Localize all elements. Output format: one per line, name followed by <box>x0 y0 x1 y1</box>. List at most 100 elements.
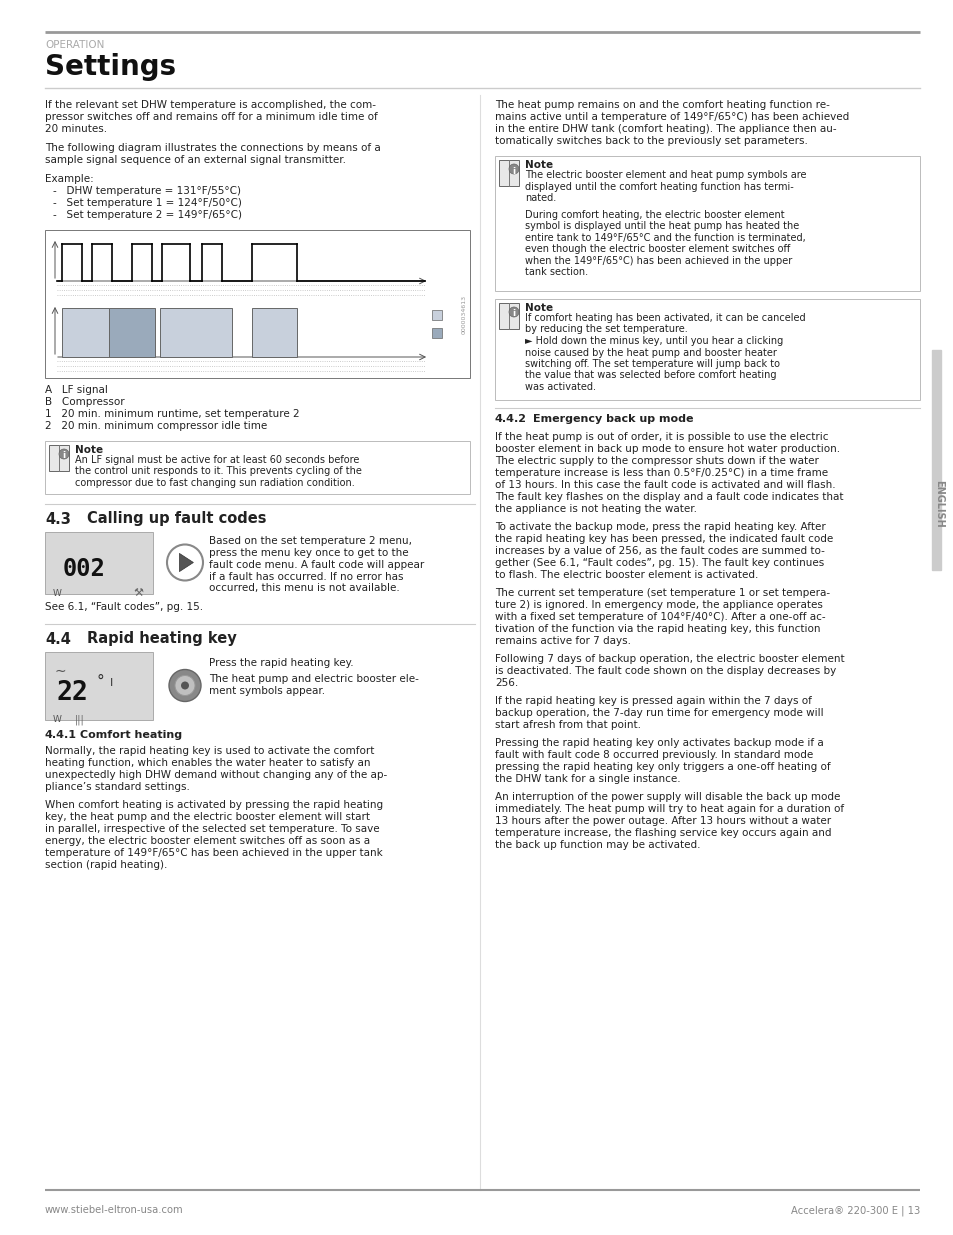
Text: the back up function may be activated.: the back up function may be activated. <box>495 840 700 850</box>
Text: 256.: 256. <box>495 678 517 688</box>
Text: the rapid heating key has been pressed, the indicated fault code: the rapid heating key has been pressed, … <box>495 534 832 543</box>
Text: mains active until a temperature of 149°F/65°C) has been achieved: mains active until a temperature of 149°… <box>495 112 848 122</box>
Text: by reducing the set temperature.: by reducing the set temperature. <box>524 325 687 335</box>
Text: www.stiebel-eltron-usa.com: www.stiebel-eltron-usa.com <box>45 1205 183 1215</box>
Text: in parallel, irrespective of the selected set temperature. To save: in parallel, irrespective of the selecte… <box>45 824 379 834</box>
Text: energy, the electric booster element switches off as soon as a: energy, the electric booster element swi… <box>45 836 370 846</box>
Text: occurred, this menu is not available.: occurred, this menu is not available. <box>209 583 399 594</box>
Text: |||: ||| <box>75 715 85 725</box>
Text: unexpectedly high DHW demand without changing any of the ap-: unexpectedly high DHW demand without cha… <box>45 769 387 779</box>
Text: of 13 hours. In this case the fault code is activated and will flash.: of 13 hours. In this case the fault code… <box>495 479 835 489</box>
Text: with a fixed set temperature of 104°F/40°C). After a one-off ac-: with a fixed set temperature of 104°F/40… <box>495 611 824 621</box>
Text: Normally, the rapid heating key is used to activate the comfort: Normally, the rapid heating key is used … <box>45 746 374 756</box>
Text: pressing the rapid heating key only triggers a one-off heating of: pressing the rapid heating key only trig… <box>495 762 830 772</box>
Text: An interruption of the power supply will disable the back up mode: An interruption of the power supply will… <box>495 792 840 802</box>
Text: start afresh from that point.: start afresh from that point. <box>495 720 640 730</box>
Text: Comfort heating: Comfort heating <box>80 730 182 740</box>
Text: ► Hold down the minus key, until you hear a clicking: ► Hold down the minus key, until you hea… <box>524 336 782 346</box>
Text: 002: 002 <box>63 557 106 582</box>
Text: ∼: ∼ <box>55 663 67 678</box>
Circle shape <box>174 676 194 695</box>
Text: was activated.: was activated. <box>524 382 596 391</box>
Text: If comfort heating has been activated, it can be canceled: If comfort heating has been activated, i… <box>524 312 804 324</box>
Text: displayed until the comfort heating function has termi-: displayed until the comfort heating func… <box>524 182 793 191</box>
Text: in the entire DHW tank (comfort heating). The appliance then au-: in the entire DHW tank (comfort heating)… <box>495 124 836 135</box>
Text: 13 hours after the power outage. After 13 hours without a water: 13 hours after the power outage. After 1… <box>495 815 830 825</box>
Text: Emergency back up mode: Emergency back up mode <box>533 415 693 425</box>
Text: If the heat pump is out of order, it is possible to use the electric: If the heat pump is out of order, it is … <box>495 431 827 441</box>
Text: is deactivated. The fault code shown on the display decreases by: is deactivated. The fault code shown on … <box>495 666 836 676</box>
Text: B   Compressor: B Compressor <box>45 396 125 408</box>
Text: -   Set temperature 2 = 149°F/65°C): - Set temperature 2 = 149°F/65°C) <box>53 210 242 220</box>
Bar <box>498 161 518 186</box>
Text: switching off. The set temperature will jump back to: switching off. The set temperature will … <box>524 359 780 369</box>
Text: The electric booster element and heat pump symbols are: The electric booster element and heat pu… <box>524 170 805 180</box>
Text: temperature of 149°F/65°C has been achieved in the upper tank: temperature of 149°F/65°C has been achie… <box>45 847 382 857</box>
Text: if a fault has occurred. If no error has: if a fault has occurred. If no error has <box>209 572 403 582</box>
Text: Note: Note <box>524 161 553 170</box>
Text: 20 minutes.: 20 minutes. <box>45 124 107 135</box>
Text: The electric supply to the compressor shuts down if the water: The electric supply to the compressor sh… <box>495 456 818 466</box>
Circle shape <box>181 682 189 689</box>
Text: entire tank to 149°F/65°C and the function is terminated,: entire tank to 149°F/65°C and the functi… <box>524 232 805 242</box>
Text: W: W <box>53 589 62 598</box>
Text: gether (See 6.1, “Fault codes”, pg. 15). The fault key continues: gether (See 6.1, “Fault codes”, pg. 15).… <box>495 557 823 568</box>
Polygon shape <box>179 553 193 572</box>
Circle shape <box>59 450 69 459</box>
Text: heating function, which enables the water heater to satisfy an: heating function, which enables the wate… <box>45 757 370 767</box>
Text: remains active for 7 days.: remains active for 7 days. <box>495 636 630 646</box>
Bar <box>495 156 919 291</box>
Bar <box>45 441 470 494</box>
Text: I: I <box>110 678 113 688</box>
Text: 4.3: 4.3 <box>45 511 71 526</box>
Bar <box>45 531 152 594</box>
Text: sample signal sequence of an external signal transmitter.: sample signal sequence of an external si… <box>45 156 346 165</box>
Text: Note: Note <box>524 303 553 312</box>
Text: booster element in back up mode to ensure hot water production.: booster element in back up mode to ensur… <box>495 443 840 453</box>
Bar <box>45 652 152 720</box>
Text: i: i <box>512 167 515 175</box>
Text: Calling up fault codes: Calling up fault codes <box>87 511 266 526</box>
Text: To activate the backup mode, press the rapid heating key. After: To activate the backup mode, press the r… <box>495 521 825 531</box>
Text: The following diagram illustrates the connections by means of a: The following diagram illustrates the co… <box>45 143 380 153</box>
Text: OPERATION: OPERATION <box>45 40 104 49</box>
Text: Accelera® 220-300 E | 13: Accelera® 220-300 E | 13 <box>790 1205 919 1215</box>
Text: °: ° <box>97 674 105 689</box>
Bar <box>252 308 296 357</box>
Text: The heat pump remains on and the comfort heating function re-: The heat pump remains on and the comfort… <box>495 100 829 110</box>
Text: If the rapid heating key is pressed again within the 7 days of: If the rapid heating key is pressed agai… <box>495 695 811 705</box>
Text: the DHW tank for a single instance.: the DHW tank for a single instance. <box>495 773 679 783</box>
Text: Following 7 days of backup operation, the electric booster element: Following 7 days of backup operation, th… <box>495 653 843 663</box>
Circle shape <box>509 164 518 174</box>
Text: key, the heat pump and the electric booster element will start: key, the heat pump and the electric boos… <box>45 811 370 821</box>
Text: The fault key flashes on the display and a fault code indicates that: The fault key flashes on the display and… <box>495 492 842 501</box>
Bar <box>160 308 232 357</box>
Text: tomatically switches back to the previously set parameters.: tomatically switches back to the previou… <box>495 136 807 146</box>
Bar <box>495 299 919 399</box>
Bar <box>432 310 441 320</box>
Circle shape <box>169 669 201 701</box>
Text: ment symbols appear.: ment symbols appear. <box>209 685 325 695</box>
Text: pressor switches off and remains off for a minimum idle time of: pressor switches off and remains off for… <box>45 112 377 122</box>
Text: noise caused by the heat pump and booster heater: noise caused by the heat pump and booste… <box>524 347 776 357</box>
Text: 0000034613: 0000034613 <box>461 294 466 333</box>
Text: fault code menu. A fault code will appear: fault code menu. A fault code will appea… <box>209 559 424 569</box>
Text: 4.4.1: 4.4.1 <box>45 730 77 740</box>
Text: If the relevant set DHW temperature is accomplished, the com-: If the relevant set DHW temperature is a… <box>45 100 375 110</box>
Text: ture 2) is ignored. In emergency mode, the appliance operates: ture 2) is ignored. In emergency mode, t… <box>495 599 822 610</box>
Text: When comfort heating is activated by pressing the rapid heating: When comfort heating is activated by pre… <box>45 799 383 809</box>
Text: Example:: Example: <box>45 174 93 184</box>
Text: pliance’s standard settings.: pliance’s standard settings. <box>45 782 190 792</box>
Bar <box>62 308 109 357</box>
Text: immediately. The heat pump will try to heat again for a duration of: immediately. The heat pump will try to h… <box>495 804 843 814</box>
Circle shape <box>509 308 518 317</box>
Text: Rapid heating key: Rapid heating key <box>87 631 236 646</box>
Text: tank section.: tank section. <box>524 267 587 277</box>
Text: fault with fault code 8 occurred previously. In standard mode: fault with fault code 8 occurred previou… <box>495 750 812 760</box>
Text: 2   20 min. minimum compressor idle time: 2 20 min. minimum compressor idle time <box>45 421 267 431</box>
Bar <box>45 230 470 378</box>
Bar <box>498 303 518 329</box>
Text: The heat pump and electric booster ele-: The heat pump and electric booster ele- <box>209 673 418 683</box>
Text: even though the electric booster element switches off: even though the electric booster element… <box>524 245 789 254</box>
Text: the value that was selected before comfort heating: the value that was selected before comfo… <box>524 370 776 380</box>
